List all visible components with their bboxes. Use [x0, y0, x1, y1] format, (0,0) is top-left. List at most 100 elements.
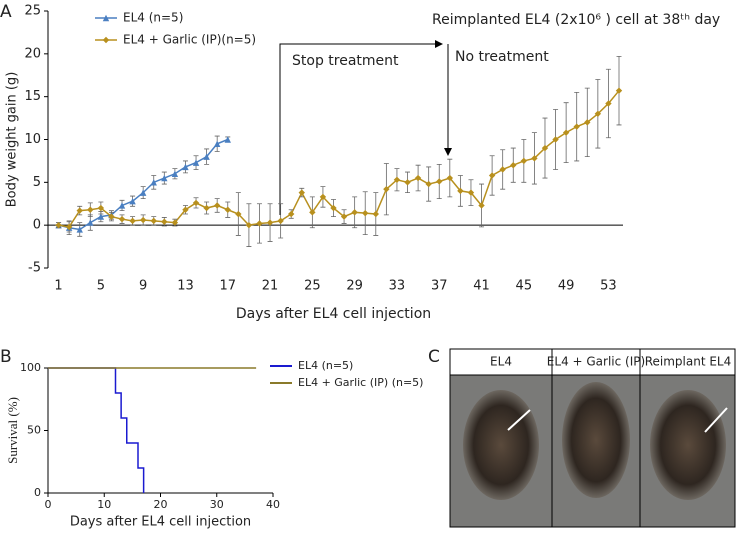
point — [161, 218, 168, 225]
point — [499, 166, 506, 173]
mouse-photo — [463, 390, 539, 500]
photo-arrow — [704, 407, 728, 433]
photo-arrow — [507, 409, 531, 431]
photo-label: EL4 + Garlic (IP) — [547, 355, 645, 369]
point — [118, 202, 126, 209]
point — [351, 209, 358, 216]
point — [129, 217, 136, 225]
point — [161, 174, 168, 182]
y-tick-label: 50 — [27, 424, 41, 437]
point — [87, 206, 94, 213]
point — [192, 199, 200, 207]
mouse-photo — [562, 382, 630, 498]
x-tick-label: 41 — [473, 279, 490, 294]
x-tick-label: 25 — [304, 279, 321, 294]
legend-label: EL4 + Garlic (IP) (n=5) — [298, 376, 423, 389]
point — [383, 185, 390, 193]
point — [235, 210, 242, 218]
point — [76, 226, 83, 233]
point — [362, 209, 369, 217]
point — [118, 215, 126, 223]
x-axis-label: Days after EL4 cell injection — [70, 515, 251, 530]
x-tick-label: 9 — [139, 279, 147, 294]
x-tick-label: 45 — [516, 279, 533, 294]
point — [97, 204, 105, 212]
annotation: Stop treatment — [292, 53, 399, 69]
x-tick-label: 17 — [219, 279, 236, 294]
point — [171, 219, 179, 226]
point — [404, 179, 411, 186]
x-tick-label: 13 — [177, 279, 194, 294]
point — [224, 206, 231, 213]
annotation: Reimplanted EL4 (2x10⁶ ) cell at 38ᵗʰ da… — [432, 12, 720, 28]
panel-label: C — [428, 347, 440, 367]
point — [266, 219, 274, 226]
point — [76, 207, 83, 214]
x-tick-label: 1 — [54, 279, 62, 294]
point — [203, 153, 210, 160]
arrow — [279, 40, 443, 215]
point — [340, 213, 348, 220]
x-tick-label: 5 — [97, 279, 105, 294]
point — [552, 136, 559, 143]
point — [488, 172, 496, 179]
x-tick-label: 37 — [431, 279, 448, 294]
point — [65, 223, 73, 231]
x-tick-label: 20 — [154, 498, 168, 511]
point — [97, 213, 105, 220]
legend-label: EL4 (n=5) — [123, 11, 183, 25]
survival-line — [48, 367, 145, 493]
point — [414, 174, 422, 182]
photo-header — [449, 348, 736, 376]
point — [224, 136, 231, 143]
point — [139, 189, 147, 196]
point — [573, 123, 580, 130]
point — [108, 213, 115, 220]
y-tick-label: 0 — [33, 218, 41, 233]
x-tick-label: 33 — [389, 279, 406, 294]
point — [584, 119, 591, 126]
point — [605, 100, 612, 107]
panel-label: A — [0, 2, 12, 22]
mouse-photo — [650, 390, 726, 500]
point — [615, 87, 623, 94]
legend-label: EL4 (n=5) — [298, 359, 353, 372]
y-tick-label: 5 — [33, 175, 41, 190]
annotation: No treatment — [455, 49, 549, 65]
x-tick-label: 21 — [262, 279, 279, 294]
x-tick-label: 49 — [558, 279, 575, 294]
point — [192, 159, 200, 166]
point — [330, 204, 337, 212]
point — [288, 210, 295, 218]
x-tick-label: 10 — [97, 498, 111, 511]
point — [129, 197, 136, 205]
point — [372, 210, 379, 218]
point — [467, 189, 475, 196]
legend-label: EL4 + Garlic (IP)(n=5) — [123, 33, 256, 47]
y-axis-label: Body weight gain (g) — [5, 72, 20, 208]
x-tick-label: 29 — [346, 279, 363, 294]
point — [150, 179, 157, 186]
point — [457, 187, 464, 195]
point — [425, 180, 432, 188]
point — [245, 221, 253, 229]
point — [256, 220, 263, 227]
point — [87, 219, 94, 226]
x-tick-label: 40 — [266, 498, 280, 511]
point — [446, 174, 454, 182]
point — [102, 36, 110, 44]
y-tick-label: -5 — [28, 261, 41, 276]
point — [150, 217, 157, 225]
point — [277, 217, 284, 225]
x-tick-label: 0 — [45, 498, 52, 511]
point — [541, 144, 549, 152]
point — [309, 209, 316, 216]
y-tick-label: 10 — [24, 132, 41, 147]
point — [182, 206, 189, 213]
point — [510, 162, 517, 169]
point — [562, 129, 570, 136]
photo-label: EL4 — [490, 355, 512, 369]
x-tick-label: 30 — [210, 498, 224, 511]
point — [436, 178, 443, 185]
